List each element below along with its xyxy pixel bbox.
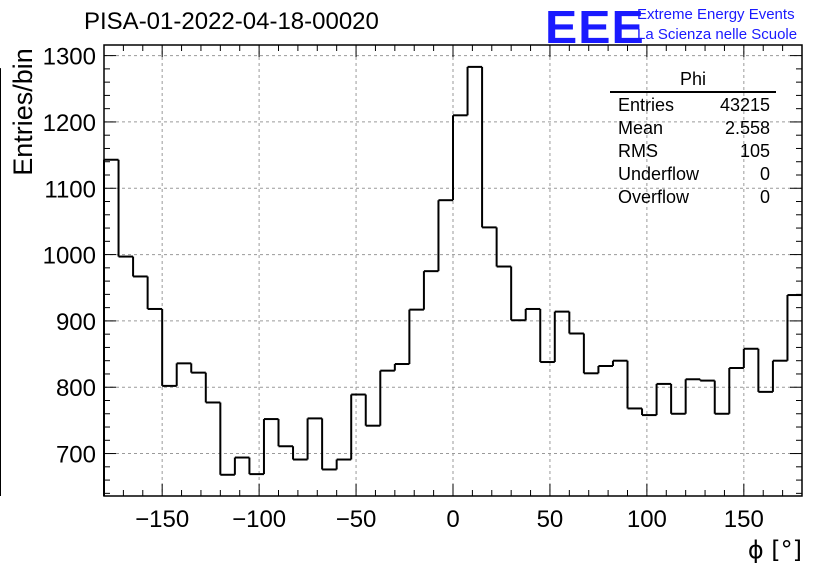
y-axis-ticks: 700 800 900 1000 1100 1200 1300	[43, 44, 802, 494]
y-tick-label: 700	[56, 442, 96, 469]
logo-line-2: La Scienza nelle Scuole	[637, 26, 798, 43]
stats-row-underflow: Underflow 0	[610, 162, 776, 185]
x-axis-label: ϕ [°]	[748, 536, 802, 564]
histogram-series	[0, 65, 802, 496]
stats-label: Overflow	[618, 187, 690, 207]
chart-title: PISA-01-2022-04-18-00020	[84, 8, 379, 35]
y-tick-label: 1300	[43, 44, 96, 71]
x-axis-ticks: −150 −100 −50 0 50 100 150	[103, 45, 803, 533]
stats-label: RMS	[618, 141, 658, 161]
stats-label: Entries	[618, 95, 675, 115]
stats-row-rms: RMS 105	[610, 139, 776, 162]
y-tick-label: 1000	[43, 243, 96, 270]
stats-value: 0	[759, 164, 770, 184]
stats-title: Phi	[610, 70, 776, 93]
stats-value: 2.558	[724, 118, 770, 138]
stats-label: Mean	[618, 118, 664, 138]
stats-value: 43215	[719, 95, 770, 115]
stats-value: 105	[739, 141, 770, 161]
stats-value: 0	[759, 187, 770, 207]
logo-line-1: Extreme Energy Events	[637, 6, 795, 23]
y-tick-label: 900	[56, 309, 96, 336]
stats-label: Underflow	[618, 164, 700, 184]
x-tick-label: −150	[135, 506, 189, 533]
y-tick-label: 1200	[43, 110, 96, 137]
x-tick-label: 100	[627, 506, 667, 533]
stats-row-mean: Mean 2.558	[610, 116, 776, 139]
x-tick-label: −50	[336, 506, 377, 533]
eee-logo: EEE	[545, 1, 645, 53]
stats-row-entries: Entries 43215	[610, 93, 776, 116]
y-axis-label: Entries/bin	[8, 48, 38, 176]
x-tick-label: −100	[232, 506, 286, 533]
x-tick-label: 150	[724, 506, 764, 533]
y-tick-label: 1100	[44, 176, 96, 203]
x-tick-label: 50	[537, 506, 564, 533]
stats-row-overflow: Overflow 0	[610, 185, 776, 208]
y-tick-label: 800	[56, 375, 96, 402]
x-tick-label: 0	[446, 506, 459, 533]
stats-box: Phi Entries 43215 Mean 2.558 RMS 105 Und…	[610, 70, 776, 208]
